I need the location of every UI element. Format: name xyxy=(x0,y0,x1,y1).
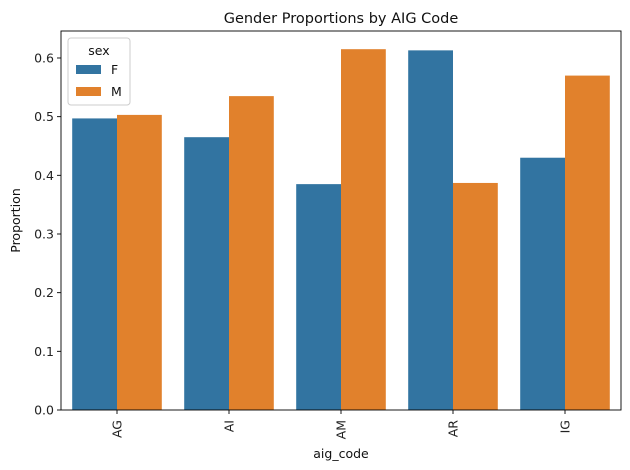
legend: sex FM xyxy=(67,37,131,106)
x-axis-label: aig_code xyxy=(313,446,369,461)
y-tick-label: 0.5 xyxy=(34,109,54,124)
legend-title: sex xyxy=(88,43,109,58)
legend-label-f: F xyxy=(111,62,118,77)
x-tick-label: IG xyxy=(558,420,573,433)
bars-layer xyxy=(72,49,610,411)
y-tick-label: 0.0 xyxy=(34,403,54,418)
x-tick-label: AI xyxy=(222,420,237,432)
bar-f-ai xyxy=(184,137,229,410)
bar-m-am xyxy=(341,49,386,410)
legend-swatch-m xyxy=(76,87,101,96)
bar-f-ig xyxy=(520,157,565,410)
y-tick-label: 0.1 xyxy=(34,344,54,359)
legend-label-m: M xyxy=(111,84,122,99)
y-tick-label: 0.3 xyxy=(34,226,54,241)
bar-f-ar xyxy=(408,50,453,411)
legend-items: FM xyxy=(76,62,122,99)
x-tick-label: AM xyxy=(334,420,349,439)
bar-m-ar xyxy=(453,182,498,410)
bar-f-am xyxy=(296,184,341,410)
legend-swatch-f xyxy=(76,65,101,74)
x-tick-label: AG xyxy=(110,420,125,438)
bar-m-ai xyxy=(229,96,274,411)
y-tick-label: 0.2 xyxy=(34,285,54,300)
bar-m-ag xyxy=(117,114,162,411)
chart-title: Gender Proportions by AIG Code xyxy=(224,11,459,27)
x-tick-label: AR xyxy=(446,420,461,438)
y-axis-label: Proportion xyxy=(8,188,23,253)
bar-f-ag xyxy=(72,118,117,411)
y-tick-label: 0.4 xyxy=(34,168,54,183)
ticks-layer: 0.0 0.1 0.2 0.3 0.4 0.5 0.6 AG AI AM AR IG xyxy=(34,50,572,439)
bar-m-ig xyxy=(565,75,610,410)
y-tick-label: 0.6 xyxy=(34,50,54,65)
